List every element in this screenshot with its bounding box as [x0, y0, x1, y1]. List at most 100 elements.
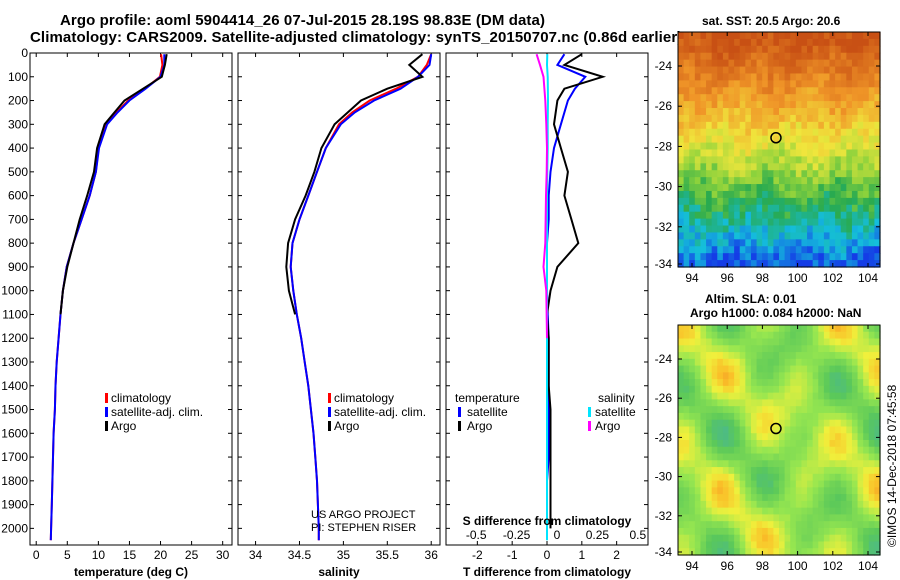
x-tick-label-secondary: -0.25 — [503, 528, 531, 542]
depth-tick-label: 300 — [8, 117, 28, 131]
sla-map-title-line2: Argo h1000: 0.084 h2000: NaN — [690, 306, 862, 320]
x-tick-label: 34 — [249, 548, 263, 562]
sla-map-frame — [677, 324, 881, 556]
x-axis-label: temperature (deg C) — [74, 565, 188, 579]
legend-label: satellite-adj. clim. — [111, 405, 203, 419]
depth-tick-label: 1400 — [1, 379, 28, 393]
depth-tick-label: 800 — [8, 236, 28, 250]
sla-map-title-line1: Altim. SLA: 0.01 — [705, 292, 797, 306]
map-lat-tick-label: -28 — [655, 430, 673, 444]
legend-label: Argo — [334, 419, 360, 433]
map-lat-tick-label: -30 — [655, 470, 673, 484]
legend-label: climatology — [334, 391, 394, 405]
legend-swatch — [105, 407, 108, 417]
sst-map-title: sat. SST: 20.5 Argo: 20.6 — [702, 14, 841, 28]
series-line-argo — [285, 53, 425, 315]
x-tick-label: 10 — [92, 548, 106, 562]
depth-tick-label: 0 — [21, 46, 28, 60]
map-lon-tick-label: 98 — [756, 559, 770, 573]
depth-tick-label: 400 — [8, 141, 28, 155]
depth-tick-label: 1300 — [1, 355, 28, 369]
x-tick-label: 25 — [185, 548, 199, 562]
map-lon-tick-label: 94 — [685, 271, 699, 285]
legend-title-temperature: temperature — [455, 391, 520, 405]
depth-tick-label: 2000 — [1, 521, 28, 535]
x-axis-label-secondary: S difference from climatology — [463, 514, 632, 528]
depth-tick-label: 1500 — [1, 403, 28, 417]
depth-tick-label: 500 — [8, 165, 28, 179]
sst-map — [678, 32, 881, 268]
legend-swatch — [588, 407, 591, 417]
depth-tick-label: 200 — [8, 94, 28, 108]
x-tick-label-secondary: 0.25 — [586, 528, 610, 542]
legend-swatch — [105, 421, 108, 431]
map-lat-tick-label: -32 — [655, 509, 673, 523]
series-line-temperature-satellite — [546, 53, 587, 529]
series-line-argo — [59, 54, 168, 315]
sst-map-frame — [677, 31, 881, 268]
x-tick-label: 5 — [64, 548, 71, 562]
x-tick-label: 0 — [33, 548, 40, 562]
map-lat-tick-label: -28 — [655, 139, 673, 153]
depth-tick-label: 1600 — [1, 426, 28, 440]
figure-title-line2: Climatology: CARS2009. Satellite-adjuste… — [30, 29, 683, 46]
map-lon-tick-label: 102 — [823, 271, 843, 285]
depth-tick-label: 1700 — [1, 450, 28, 464]
map-lon-tick-label: 94 — [685, 559, 699, 573]
legend-label: satellite — [595, 405, 636, 419]
legend-swatch — [328, 407, 331, 417]
legend-swatch — [458, 407, 461, 417]
series-line-temperature-argo — [545, 53, 607, 529]
x-tick-label: 34.5 — [288, 548, 312, 562]
depth-tick-label: 900 — [8, 260, 28, 274]
map-lon-tick-label: 96 — [721, 559, 735, 573]
x-tick-label: 35.5 — [376, 548, 400, 562]
series-line-climatology — [289, 53, 433, 541]
legend-swatch — [588, 421, 591, 431]
x-tick-label: 2 — [613, 548, 620, 562]
legend-label: Argo — [467, 419, 493, 433]
x-tick-label: 0 — [544, 548, 551, 562]
x-tick-label: 36 — [425, 548, 439, 562]
legend-swatch — [328, 393, 331, 403]
x-tick-label: 1 — [578, 548, 585, 562]
annotation-pi: PI: STEPHEN RISER — [311, 522, 416, 534]
legend-swatch — [328, 421, 331, 431]
credit-text: ©IMOS 14-Dec-2018 07:45:58 — [885, 384, 899, 547]
x-tick-label-secondary: 0 — [554, 528, 561, 542]
depth-tick-label: 1900 — [1, 498, 28, 512]
series-line-satellite-adj-clim- — [289, 54, 433, 541]
argo-float-marker — [770, 132, 782, 144]
series-line-salinity-argo — [535, 53, 549, 339]
x-tick-label: -1 — [507, 548, 518, 562]
map-lat-tick-label: -34 — [655, 545, 673, 559]
figure-title-line1: Argo profile: aoml 5904414_26 07-Jul-201… — [60, 12, 546, 29]
sla-map — [678, 325, 881, 556]
legend-swatch — [458, 421, 461, 431]
depth-tick-label: 1800 — [1, 474, 28, 488]
legend-swatch — [105, 393, 108, 403]
depth-tick-label: 600 — [8, 189, 28, 203]
map-lon-tick-label: 104 — [858, 271, 878, 285]
argo-float-marker — [770, 422, 782, 435]
depth-tick-label: 100 — [8, 70, 28, 84]
legend-label: satellite — [467, 405, 508, 419]
x-tick-label: 30 — [216, 548, 230, 562]
legend-label: climatology — [111, 391, 171, 405]
x-axis-label: T difference from climatology — [463, 565, 631, 579]
map-lat-tick-label: -34 — [655, 257, 673, 271]
series-line-satellite-adj-clim- — [49, 54, 166, 541]
plot-frame-1 — [237, 52, 441, 546]
map-lon-tick-label: 104 — [858, 559, 878, 573]
depth-tick-label: 1100 — [2, 307, 28, 321]
map-lat-tick-label: -24 — [655, 59, 673, 73]
map-lon-tick-label: 102 — [823, 559, 843, 573]
x-tick-label: 35 — [337, 548, 351, 562]
depth-tick-label: 1200 — [1, 331, 28, 345]
map-lat-tick-label: -26 — [655, 99, 673, 113]
x-tick-label-secondary: 0.5 — [629, 528, 646, 542]
x-tick-label: -2 — [472, 548, 483, 562]
x-axis-label: salinity — [318, 565, 360, 579]
